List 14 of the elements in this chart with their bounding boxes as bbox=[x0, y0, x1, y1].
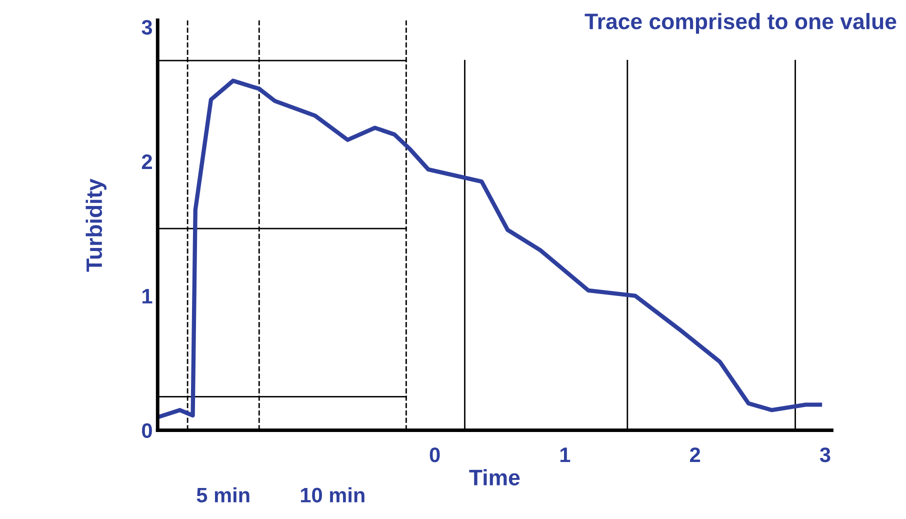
y-tick-label: 1 bbox=[142, 289, 152, 304]
y-tick-label: 3 bbox=[142, 20, 152, 35]
y-axis-title: Turbidity bbox=[86, 178, 106, 272]
x-tick-label: 3 bbox=[820, 447, 830, 462]
line-series bbox=[158, 78, 822, 419]
x-tick-label: 0 bbox=[430, 447, 440, 462]
text: 10 min bbox=[300, 487, 364, 503]
x-tick-label: 2 bbox=[690, 447, 700, 462]
text: 5 min bbox=[196, 487, 250, 503]
y-tick-label: 0 bbox=[142, 423, 152, 438]
chart-title: Trace comprised to one value bbox=[584, 12, 896, 34]
x-axis-title: Time bbox=[469, 469, 520, 486]
y-tick-label: 2 bbox=[142, 154, 152, 169]
x-tick-label: 1 bbox=[560, 448, 570, 462]
